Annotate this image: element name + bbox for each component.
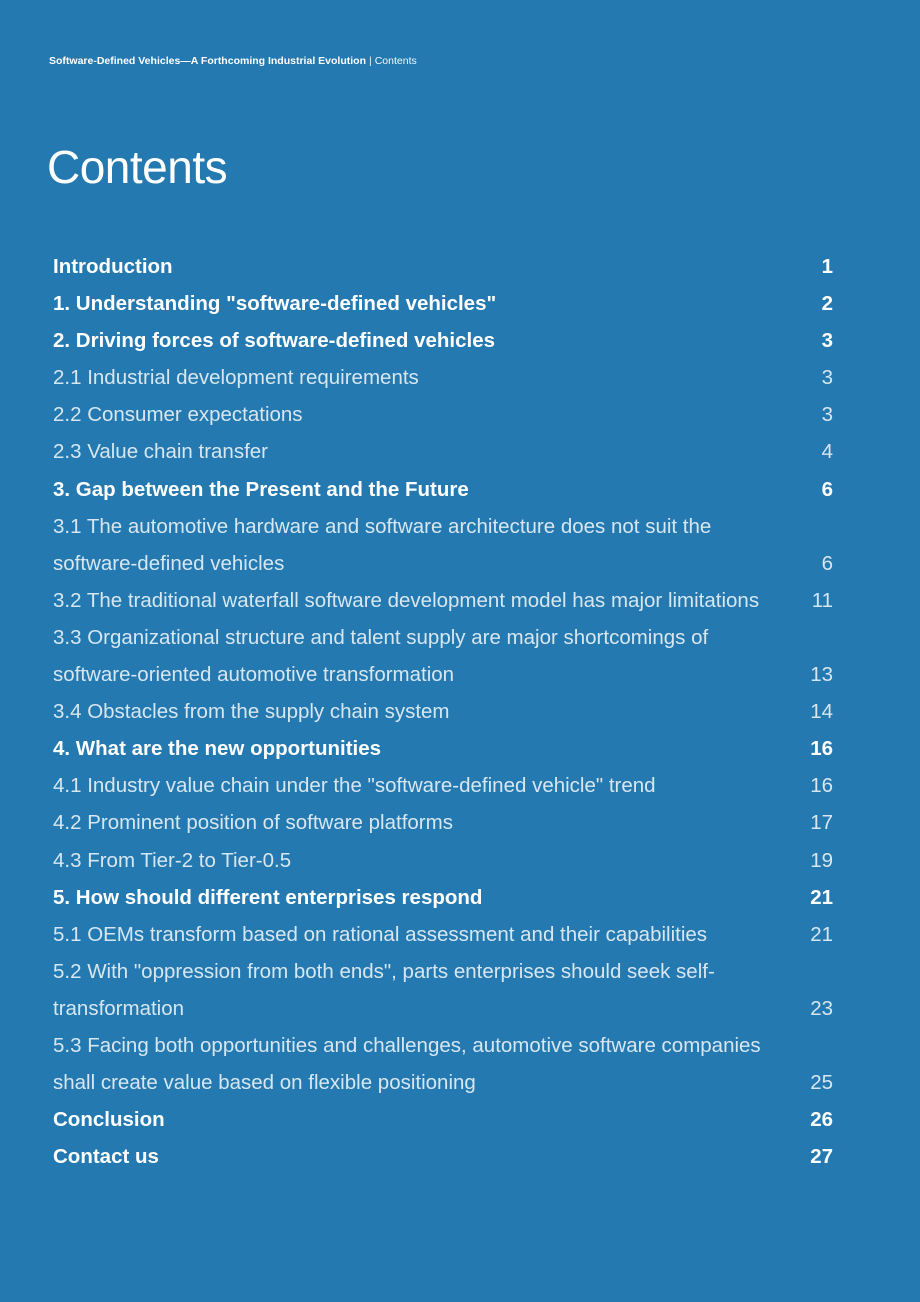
toc-entry-page-number: 21: [810, 885, 833, 909]
toc-entry-label: 5.1 OEMs transform based on rational ass…: [53, 922, 708, 946]
toc-entry-page-number: 6: [821, 551, 833, 575]
toc-entry-conclusion[interactable]: Conclusion 26: [53, 1101, 833, 1138]
toc-entry-page-number: 27: [810, 1145, 833, 1169]
header-separator: |: [368, 55, 372, 67]
toc-entry-section-1[interactable]: 1. Understanding "software-defined vehic…: [53, 285, 833, 322]
toc-entry-label: 5.3 Facing both opportunities and challe…: [53, 1033, 761, 1095]
toc-entry-page-number: 14: [810, 700, 833, 724]
toc-entry-section-3-2[interactable]: 3.2 The traditional waterfall software d…: [53, 582, 833, 619]
toc-entry-page-number: 3: [821, 329, 833, 353]
toc-entry-label: Conclusion: [53, 1108, 165, 1132]
toc-entry-section-2[interactable]: 2. Driving forces of software-defined ve…: [53, 322, 833, 359]
toc-entry-section-5-2[interactable]: 5.2 With "oppression from both ends", pa…: [53, 953, 833, 1027]
toc-entry-section-3-1[interactable]: 3.1 The automotive hardware and software…: [53, 508, 833, 582]
toc-entry-page-number: 3: [821, 403, 833, 427]
toc-entry-page-number: 2: [821, 292, 833, 316]
toc-entry-page-number: 25: [810, 1071, 833, 1095]
toc-entry-page-number: 26: [810, 1108, 833, 1132]
toc-entry-section-4-2[interactable]: 4.2 Prominent position of software platf…: [53, 804, 833, 841]
toc-entry-page-number: 3: [821, 366, 833, 390]
toc-entry-label: 5.2 With "oppression from both ends", pa…: [53, 959, 715, 1020]
document-title: Software-Defined Vehicles—A Forthcoming …: [49, 55, 366, 67]
toc-entry-contact-us[interactable]: Contact us 27: [53, 1138, 833, 1175]
toc-entry-label: 3.4 Obstacles from the supply chain syst…: [53, 700, 450, 724]
toc-entry-introduction[interactable]: Introduction 1: [53, 248, 833, 285]
toc-entry-page-number: 21: [810, 922, 833, 946]
running-header: Software-Defined Vehicles—A Forthcoming …: [49, 55, 417, 67]
toc-entry-section-5-1[interactable]: 5.1 OEMs transform based on rational ass…: [53, 916, 833, 953]
toc-entry-section-3-3[interactable]: 3.3 Organizational structure and talent …: [53, 619, 833, 693]
toc-entry-section-2-3[interactable]: 2.3 Value chain transfer 4: [53, 433, 833, 470]
toc-entry-label: 2.2 Consumer expectations: [53, 403, 303, 427]
toc-entry-section-4[interactable]: 4. What are the new opportunities 16: [53, 730, 833, 767]
toc-entry-label: 4.1 Industry value chain under the "soft…: [53, 774, 656, 798]
toc-entry-label: 3.1 The automotive hardware and software…: [53, 514, 712, 575]
toc-entry-page-number: 23: [810, 996, 833, 1020]
toc-entry-page-number: 6: [821, 477, 833, 501]
toc-entry-page-number: 19: [810, 848, 833, 872]
toc-entry-label: 2. Driving forces of software-defined ve…: [53, 329, 496, 353]
header-section-name: Contents: [374, 55, 417, 67]
toc-entry-page-number: 4: [821, 440, 833, 464]
toc-entry-label: 2.1 Industrial development requirements: [53, 366, 419, 390]
toc-entry-section-3-4[interactable]: 3.4 Obstacles from the supply chain syst…: [53, 693, 833, 730]
toc-entry-page-number: 16: [810, 737, 833, 761]
page-title: Contents: [47, 141, 228, 193]
toc-entry-label: 2.3 Value chain transfer: [53, 440, 268, 464]
toc-entry-section-3[interactable]: 3. Gap between the Present and the Futur…: [53, 471, 833, 508]
toc-entry-section-2-1[interactable]: 2.1 Industrial development requirements …: [53, 359, 833, 396]
toc-entry-page-number: 17: [810, 811, 833, 835]
toc-entry-label: 5. How should different enterprises resp…: [53, 885, 483, 909]
toc-entry-section-4-3[interactable]: 4.3 From Tier-2 to Tier-0.5 19: [53, 842, 833, 879]
table-of-contents: Introduction 1 1. Understanding "softwar…: [53, 248, 833, 1175]
toc-entry-page-number: 1: [821, 255, 833, 278]
toc-entry-label: 4.3 From Tier-2 to Tier-0.5: [53, 848, 292, 872]
toc-entry-page-number: 11: [811, 588, 833, 612]
toc-entry-label: 4. What are the new opportunities: [53, 737, 382, 761]
toc-entry-label: Introduction: [53, 255, 173, 278]
toc-entry-page-number: 13: [810, 663, 833, 687]
toc-entry-label: 4.2 Prominent position of software platf…: [53, 811, 453, 835]
toc-entry-page-number: 16: [810, 774, 833, 798]
toc-entry-section-5[interactable]: 5. How should different enterprises resp…: [53, 879, 833, 916]
toc-entry-section-4-1[interactable]: 4.1 Industry value chain under the "soft…: [53, 767, 833, 804]
toc-entry-label: 3.2 The traditional waterfall software d…: [53, 588, 760, 612]
toc-entry-label: 3. Gap between the Present and the Futur…: [53, 477, 469, 501]
toc-entry-section-5-3[interactable]: 5.3 Facing both opportunities and challe…: [53, 1027, 833, 1101]
toc-entry-label: Contact us: [53, 1145, 159, 1169]
toc-entry-label: 3.3 Organizational structure and talent …: [53, 625, 709, 687]
toc-entry-section-2-2[interactable]: 2.2 Consumer expectations 3: [53, 396, 833, 433]
toc-entry-label: 1. Understanding "software-defined vehic…: [53, 292, 497, 316]
